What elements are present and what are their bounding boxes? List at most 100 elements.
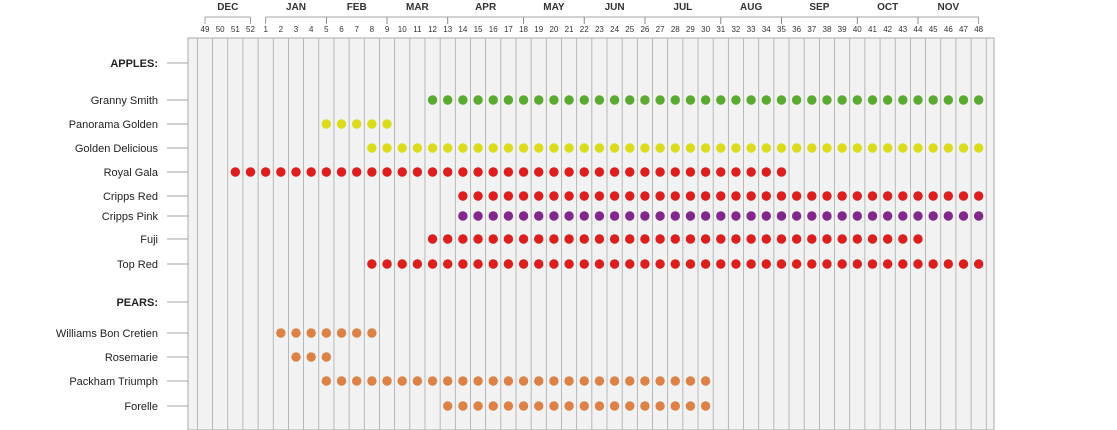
month-label: JUL	[673, 2, 692, 13]
availability-dot	[655, 191, 665, 201]
week-tick-label: 1	[263, 25, 268, 34]
availability-dot	[321, 167, 332, 177]
availability-dot	[336, 328, 347, 338]
week-tick-label: 20	[549, 25, 558, 34]
availability-dot	[822, 211, 832, 221]
availability-dot	[943, 191, 954, 201]
availability-dot	[397, 259, 407, 269]
availability-dot	[700, 95, 711, 105]
availability-dot	[382, 376, 392, 386]
availability-dot	[458, 211, 468, 221]
availability-dot	[867, 191, 878, 201]
availability-dot	[443, 167, 453, 177]
availability-dot	[670, 234, 680, 244]
availability-dot	[625, 143, 635, 153]
availability-dot	[731, 167, 741, 177]
availability-dot	[564, 143, 574, 153]
availability-dot	[458, 191, 468, 201]
availability-dot	[807, 143, 817, 153]
availability-dot	[473, 95, 483, 105]
availability-dot	[367, 259, 377, 269]
month-label: AUG	[740, 2, 762, 13]
availability-dot	[700, 211, 711, 221]
availability-dot	[579, 191, 589, 201]
availability-dot	[443, 95, 453, 105]
availability-dot	[776, 211, 787, 221]
availability-dot	[352, 167, 362, 177]
availability-dot	[928, 259, 938, 269]
availability-dot	[913, 95, 923, 105]
availability-dot	[367, 167, 377, 177]
availability-dot	[746, 259, 756, 269]
availability-dot	[807, 259, 817, 269]
availability-dot	[503, 191, 514, 201]
availability-dot	[958, 143, 969, 153]
availability-dot	[685, 259, 696, 269]
week-tick-label: 23	[595, 25, 604, 34]
availability-dot	[488, 191, 498, 201]
availability-dot	[700, 234, 711, 244]
week-tick-label: 11	[413, 25, 422, 34]
month-label-bg	[737, 0, 766, 15]
month-label: DEC	[217, 2, 238, 13]
month-label-bg	[873, 0, 902, 15]
availability-dot	[867, 211, 878, 221]
week-tick-label: 51	[231, 25, 240, 34]
week-tick-label: 6	[339, 25, 344, 34]
availability-dot	[807, 234, 817, 244]
availability-dot	[716, 211, 726, 221]
availability-dot	[488, 143, 498, 153]
week-tick-label: 8	[370, 25, 375, 34]
availability-dot	[579, 167, 589, 177]
availability-dot	[685, 376, 696, 386]
availability-dot	[564, 191, 574, 201]
availability-dot	[867, 234, 878, 244]
availability-dot	[685, 143, 696, 153]
availability-dot	[700, 143, 711, 153]
variety-label: Cripps Pink	[102, 211, 159, 223]
availability-dot	[776, 143, 787, 153]
week-tick-label: 52	[246, 25, 255, 34]
availability-dot	[791, 191, 802, 201]
availability-dot	[503, 167, 514, 177]
week-gridlines	[197, 38, 987, 430]
week-tick-label: 16	[489, 25, 498, 34]
week-tick-label: 48	[974, 25, 983, 34]
week-tick-label: 30	[701, 25, 710, 34]
month-label-bg	[600, 0, 629, 15]
availability-dot	[534, 401, 544, 411]
availability-dot	[609, 167, 620, 177]
availability-dot	[564, 211, 574, 221]
availability-dot	[534, 376, 544, 386]
availability-dot	[352, 376, 362, 386]
availability-dot	[321, 119, 332, 129]
availability-dot	[625, 95, 635, 105]
availability-dot	[943, 259, 954, 269]
availability-dot	[625, 376, 635, 386]
availability-dot	[791, 259, 802, 269]
availability-dot	[928, 211, 938, 221]
availability-dot	[473, 211, 483, 221]
availability-dot	[564, 167, 574, 177]
availability-dot	[822, 143, 832, 153]
availability-dot	[913, 143, 923, 153]
availability-dot	[973, 211, 984, 221]
week-tick-label: 7	[354, 25, 359, 34]
availability-dot	[518, 376, 529, 386]
availability-dot	[685, 234, 696, 244]
month-label-bg	[471, 0, 500, 15]
availability-dot	[488, 234, 498, 244]
availability-dot	[291, 328, 301, 338]
availability-dot	[670, 191, 680, 201]
availability-dot	[958, 95, 969, 105]
availability-dots	[230, 95, 984, 411]
availability-dot	[518, 95, 529, 105]
month-label: APR	[475, 2, 497, 13]
availability-dot	[352, 328, 362, 338]
availability-dot	[488, 376, 498, 386]
week-tick-label: 18	[519, 25, 528, 34]
availability-dot	[898, 95, 908, 105]
availability-dot	[837, 191, 847, 201]
availability-dot	[973, 259, 984, 269]
availability-dot	[761, 167, 771, 177]
